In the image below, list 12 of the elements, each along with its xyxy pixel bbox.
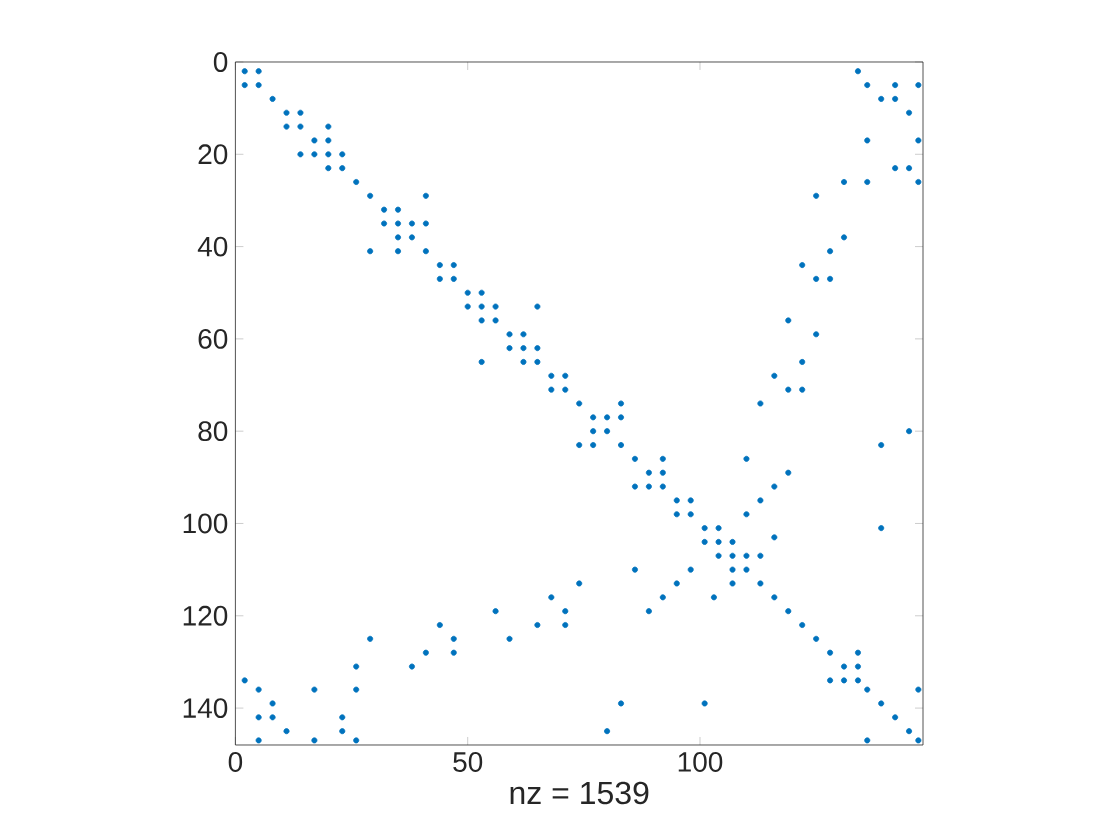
- x-axis-title: nz = 1539: [510, 781, 649, 805]
- y-tick-label: 60: [198, 328, 228, 349]
- x-tick-label: 50: [453, 752, 483, 772]
- x-tick-label: 100: [678, 752, 723, 772]
- y-tick-label: 20: [198, 144, 228, 165]
- y-tick-label: 40: [197, 236, 228, 257]
- y-tick-label: 80: [198, 421, 228, 442]
- y-tick-label: 120: [183, 605, 228, 626]
- y-tick-label: 140: [183, 698, 228, 718]
- y-tick-label: 100: [183, 513, 228, 534]
- y-tick-label: 0: [213, 52, 228, 72]
- x-tick-label: 0: [228, 752, 243, 772]
